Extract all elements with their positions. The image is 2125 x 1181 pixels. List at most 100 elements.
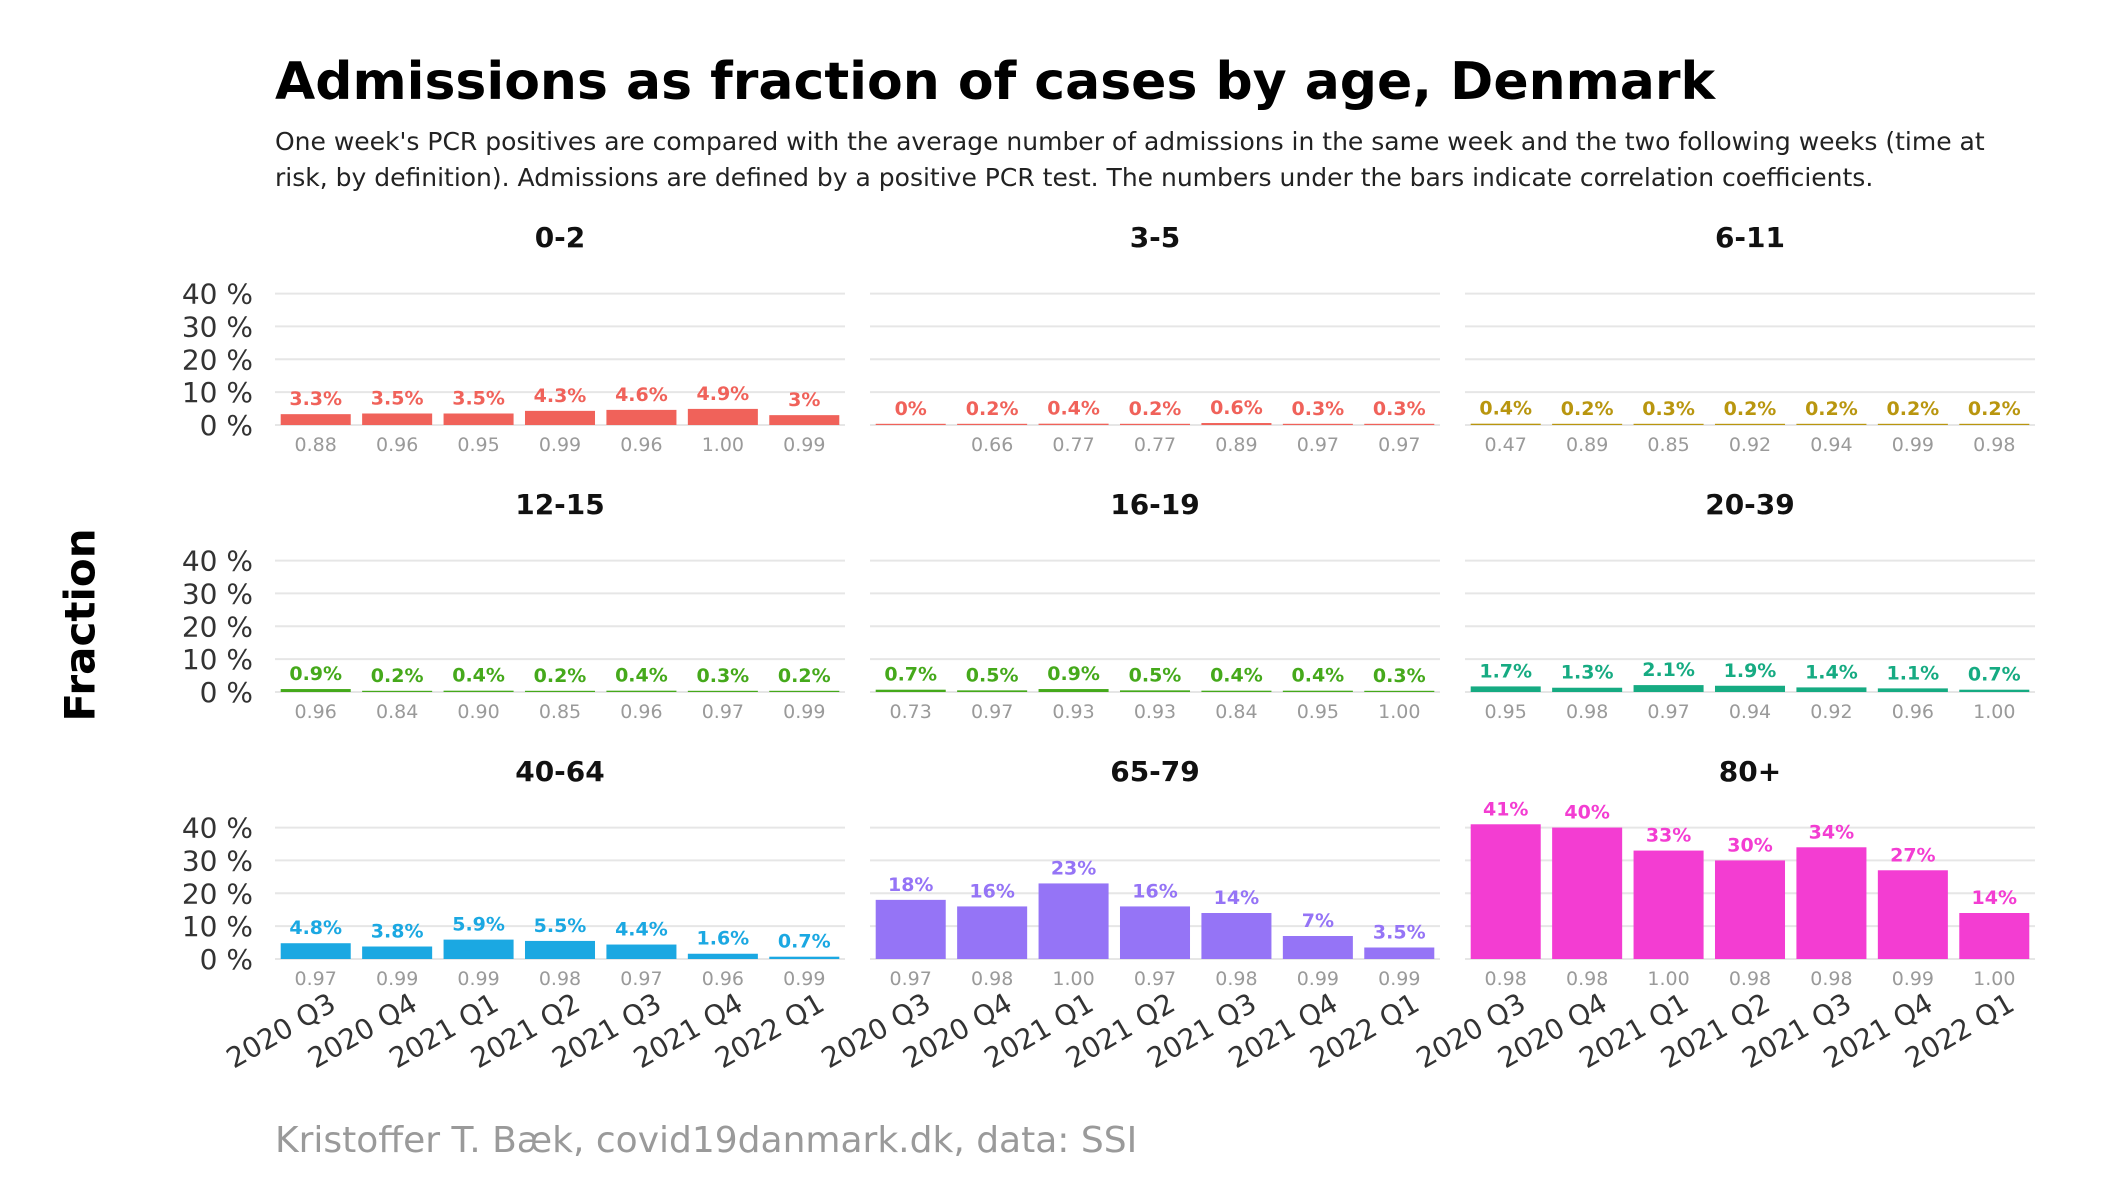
correlation-label: 0.97	[620, 968, 662, 990]
chart-subtitle: One week's PCR positives are compared wi…	[275, 127, 1985, 192]
correlation-label: 0.66	[971, 434, 1013, 456]
bar	[606, 409, 677, 425]
correlation-label: 0.96	[702, 968, 744, 990]
value-label: 3.3%	[289, 388, 342, 410]
bar	[524, 410, 596, 425]
bar	[1714, 860, 1786, 959]
value-label: 0.3%	[1373, 398, 1426, 420]
y-tick-label: 20 %	[182, 610, 253, 643]
value-label: 4.4%	[615, 919, 668, 941]
bar	[687, 408, 758, 425]
bar	[875, 423, 946, 425]
y-tick-label: 10 %	[182, 643, 253, 676]
bar	[1877, 870, 1948, 959]
facet-label: 20-39	[1705, 488, 1795, 521]
correlation-label: 0.92	[1810, 701, 1852, 723]
correlation-label: 0.95	[1297, 701, 1339, 723]
correlation-label: 0.88	[295, 434, 337, 456]
value-label: 3.5%	[1373, 922, 1426, 944]
bar	[362, 946, 433, 959]
correlation-label: 0.92	[1729, 434, 1771, 456]
value-label: 23%	[1051, 857, 1096, 879]
value-label: 3.8%	[371, 921, 424, 943]
facet-label: 0-2	[535, 221, 586, 254]
correlation-label: 1.00	[1378, 701, 1420, 723]
value-label: 7%	[1302, 910, 1334, 932]
bar	[1470, 686, 1541, 692]
value-label: 0.4%	[452, 665, 505, 687]
correlation-label: 1.00	[1647, 968, 1689, 990]
bar	[1470, 423, 1541, 425]
correlation-label: 0.84	[376, 701, 418, 723]
value-label: 3.5%	[452, 388, 505, 410]
bar	[1796, 423, 1867, 425]
correlation-label: 0.99	[1297, 968, 1339, 990]
bar	[1959, 689, 2030, 692]
correlation-label: 0.98	[1973, 434, 2015, 456]
bar	[1038, 689, 1109, 692]
correlation-label: 0.98	[1485, 968, 1527, 990]
correlation-label: 0.95	[1485, 701, 1527, 723]
bar	[606, 690, 677, 692]
y-tick-label: 30 %	[182, 844, 253, 877]
y-tick-label: 20 %	[182, 877, 253, 910]
value-label: 1.7%	[1479, 660, 1532, 682]
correlation-label: 1.00	[702, 434, 744, 456]
correlation-label: 0.99	[783, 434, 825, 456]
value-label: 0.9%	[289, 663, 342, 685]
value-label: 0.7%	[778, 931, 831, 953]
correlation-label: 0.98	[1215, 968, 1257, 990]
value-label: 2.1%	[1642, 659, 1695, 681]
value-label: 14%	[1214, 887, 1259, 909]
value-label: 5.5%	[534, 915, 587, 937]
y-tick-label: 0 %	[200, 943, 253, 976]
value-label: 0.4%	[615, 665, 668, 687]
value-label: 0.2%	[1724, 398, 1777, 420]
value-label: 0.2%	[371, 665, 424, 687]
bar	[769, 690, 840, 692]
correlation-label: 0.99	[1892, 968, 1934, 990]
bar	[1364, 947, 1435, 959]
value-label: 0.5%	[966, 664, 1019, 686]
bar	[1796, 847, 1867, 959]
facet-label: 6-11	[1715, 221, 1785, 254]
value-label: 0.2%	[966, 398, 1019, 420]
facet-label: 16-19	[1110, 488, 1200, 521]
facet-label: 3-5	[1130, 221, 1181, 254]
bar	[362, 690, 433, 692]
correlation-label: 0.77	[1134, 434, 1176, 456]
value-label: 4.8%	[289, 917, 342, 939]
bar	[1282, 690, 1353, 692]
value-label: 27%	[1890, 844, 1935, 866]
bar	[280, 689, 351, 692]
correlation-label: 0.99	[376, 968, 418, 990]
correlation-label: 0.97	[1297, 434, 1339, 456]
value-label: 0.4%	[1210, 665, 1263, 687]
value-label: 0.2%	[778, 665, 831, 687]
value-label: 0.3%	[1642, 398, 1695, 420]
value-label: 14%	[1972, 887, 2017, 909]
bar	[1959, 913, 2030, 959]
bar	[1877, 423, 1948, 425]
bar	[1201, 690, 1272, 692]
bar	[1959, 423, 2030, 425]
facet-label: 80+	[1719, 755, 1781, 788]
correlation-label: 0.98	[1566, 701, 1608, 723]
value-label: 18%	[888, 874, 933, 896]
correlation-label: 0.99	[1378, 968, 1420, 990]
value-label: 1.3%	[1561, 662, 1614, 684]
bar	[1119, 423, 1191, 425]
bar	[1633, 423, 1704, 425]
bar	[1877, 688, 1948, 692]
correlation-label: 0.98	[1566, 968, 1608, 990]
correlation-label: 0.99	[1892, 434, 1934, 456]
bar	[957, 690, 1028, 692]
bar	[1119, 690, 1191, 692]
bar	[1119, 906, 1191, 959]
correlation-label: 0.98	[971, 968, 1013, 990]
bar	[1364, 690, 1435, 692]
correlation-label: 0.73	[890, 701, 932, 723]
value-label: 40%	[1564, 802, 1609, 824]
correlation-label: 0.77	[1052, 434, 1094, 456]
